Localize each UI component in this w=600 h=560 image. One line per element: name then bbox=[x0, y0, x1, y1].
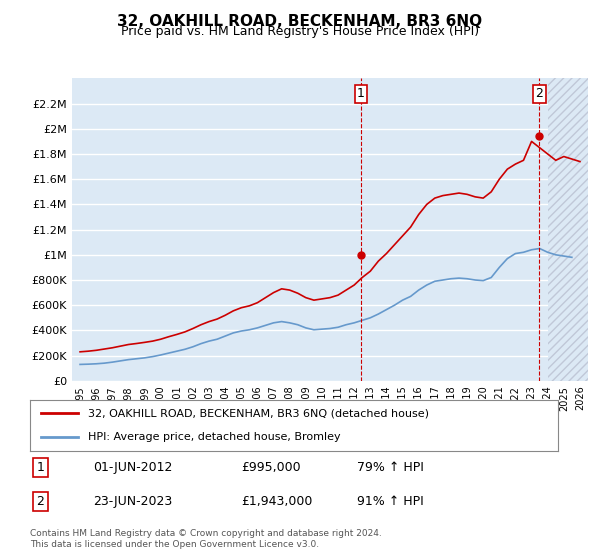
Text: 79% ↑ HPI: 79% ↑ HPI bbox=[358, 461, 424, 474]
Text: 2: 2 bbox=[535, 87, 543, 100]
Text: Price paid vs. HM Land Registry's House Price Index (HPI): Price paid vs. HM Land Registry's House … bbox=[121, 25, 479, 38]
Text: 91% ↑ HPI: 91% ↑ HPI bbox=[358, 495, 424, 508]
Text: 01-JUN-2012: 01-JUN-2012 bbox=[94, 461, 173, 474]
Text: 23-JUN-2023: 23-JUN-2023 bbox=[94, 495, 173, 508]
Text: 32, OAKHILL ROAD, BECKENHAM, BR3 6NQ (detached house): 32, OAKHILL ROAD, BECKENHAM, BR3 6NQ (de… bbox=[88, 408, 429, 418]
Bar bbox=[548, 78, 588, 381]
Text: 1: 1 bbox=[357, 87, 365, 100]
Text: HPI: Average price, detached house, Bromley: HPI: Average price, detached house, Brom… bbox=[88, 432, 341, 442]
Text: 2: 2 bbox=[37, 495, 44, 508]
Text: £1,943,000: £1,943,000 bbox=[241, 495, 313, 508]
Text: 1: 1 bbox=[37, 461, 44, 474]
Text: £995,000: £995,000 bbox=[241, 461, 301, 474]
Text: Contains HM Land Registry data © Crown copyright and database right 2024.
This d: Contains HM Land Registry data © Crown c… bbox=[30, 529, 382, 549]
Text: 32, OAKHILL ROAD, BECKENHAM, BR3 6NQ: 32, OAKHILL ROAD, BECKENHAM, BR3 6NQ bbox=[118, 14, 482, 29]
